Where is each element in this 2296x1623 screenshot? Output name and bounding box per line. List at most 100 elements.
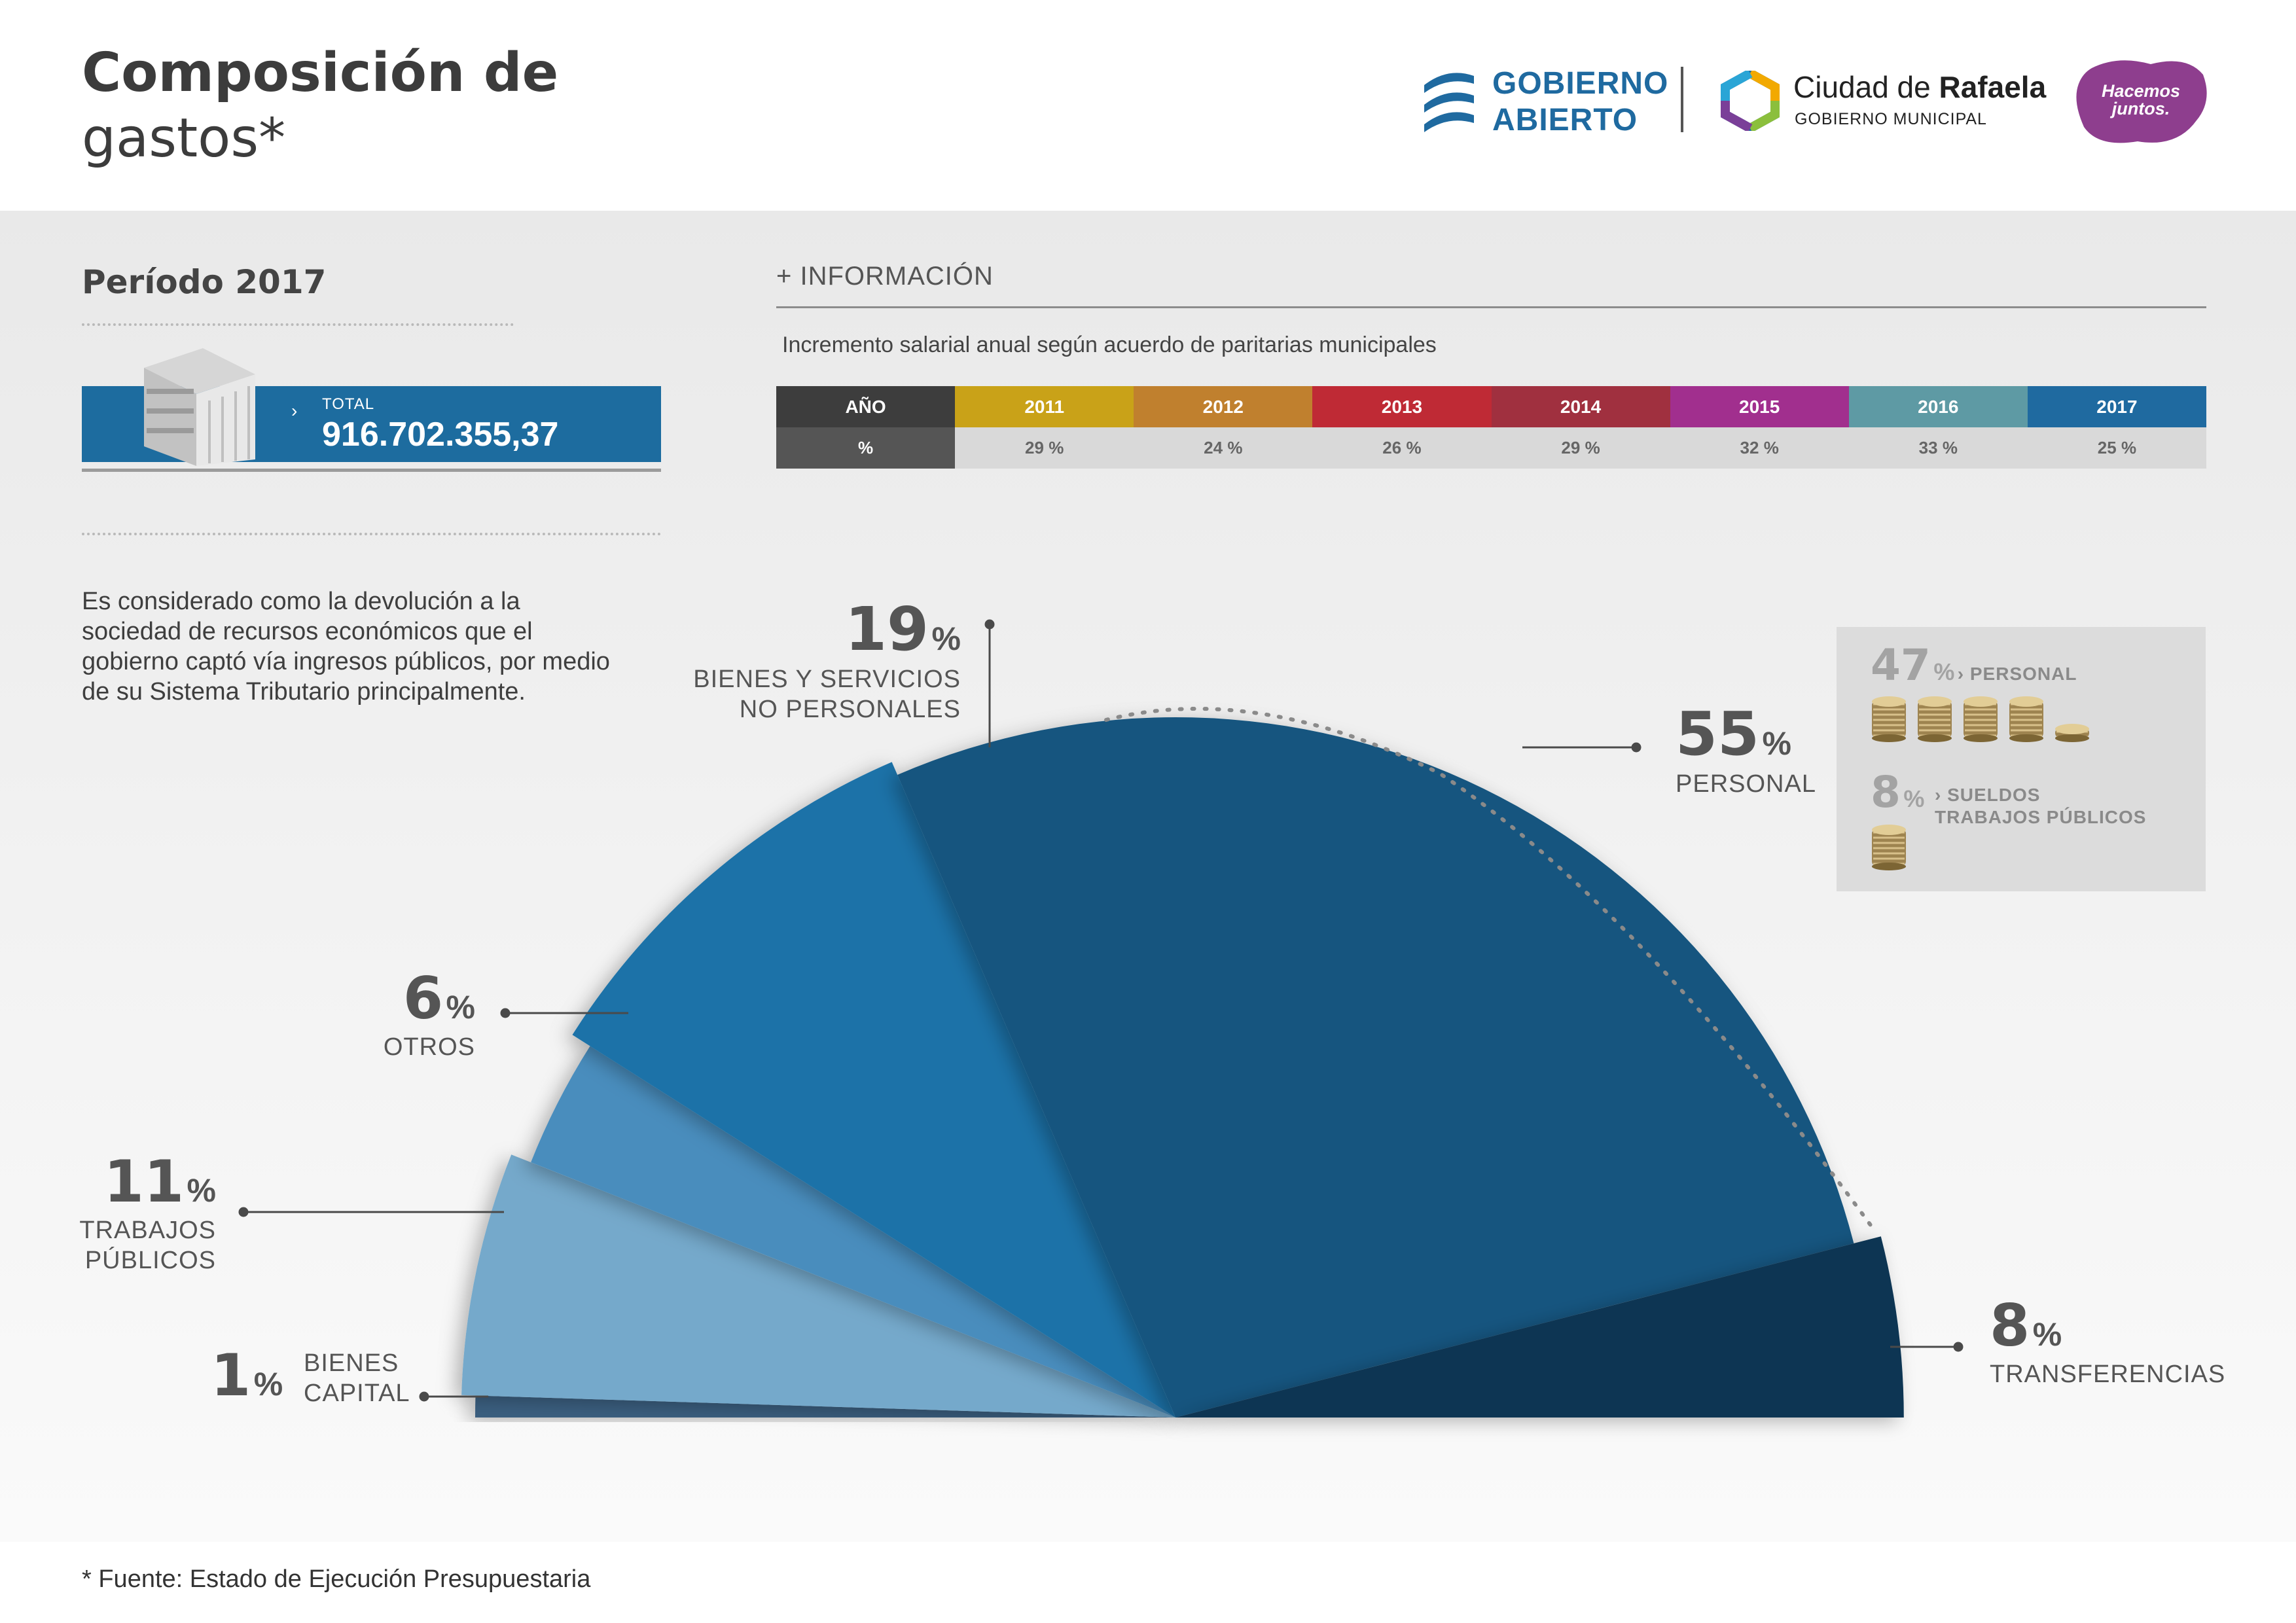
coin-stack-icon [2054, 722, 2090, 745]
pct-cell: 32 % [1670, 427, 1849, 469]
info-title: + INFORMACIÓN [776, 262, 994, 291]
label-bienes-capital-text: BIENES CAPITAL [304, 1348, 410, 1408]
total-value: 916.702.355,37 [322, 416, 559, 454]
breakdown-personal-sym: % [1933, 658, 1955, 685]
year-cell: 2017 [2027, 386, 2206, 427]
gobierno-abierto-text-1: GOBIERNO [1492, 66, 1669, 101]
year-cell: 2015 [1670, 386, 1849, 427]
building-icon [144, 348, 255, 466]
coin-stack-icon [1871, 695, 1907, 745]
breakdown-sueldos: 8 % [1871, 767, 1924, 817]
page-title: Composición de gastos* [82, 41, 558, 171]
leader-dot [1631, 742, 1641, 753]
label-bienes-servicios: 19 % BIENES Y SERVICIOS NO PERSONALES [655, 594, 961, 724]
period-label: Período 2017 [82, 263, 327, 301]
label-bienes-servicios-sym: % [931, 620, 961, 657]
label-personal: 55 % PERSONAL [1676, 699, 1816, 799]
total-underline [82, 469, 661, 472]
label-bienes-capital-line1: BIENES [304, 1349, 399, 1377]
gobierno-abierto-icon [1424, 73, 1474, 132]
label-bienes-servicios-line2: NO PERSONALES [739, 696, 961, 723]
gobierno-abierto-logo: GOBIERNO ABIERTO [1422, 63, 1668, 137]
pct-cell: 25 % [2027, 427, 2206, 469]
dotted-divider [82, 323, 514, 326]
label-bienes-servicios-num: 19 [845, 594, 929, 664]
info-rule [776, 306, 2206, 308]
title-line-1: Composición de [82, 42, 559, 104]
slice-bienes-capital [475, 1395, 1176, 1418]
label-trabajos-line2: PÚBLICOS [84, 1247, 216, 1274]
coin-stack-icon [2008, 695, 2045, 745]
leader-dot [1953, 1342, 1964, 1352]
rafaela-name: Ciudad de Rafaela [1793, 69, 2046, 105]
label-otros-sym: % [446, 989, 475, 1026]
slice-otros [531, 1046, 1175, 1418]
leader-dot [500, 1008, 511, 1018]
label-transferencias: 8 % TRANSFERENCIAS [1990, 1292, 2225, 1389]
label-trabajos-sym: % [187, 1172, 216, 1209]
pct-cell: 24 % [1134, 427, 1313, 469]
hacemos-line-2: juntos. [2111, 99, 2170, 118]
breakdown-personal-num: 47 [1871, 640, 1931, 690]
label-otros-num: 6 [403, 965, 444, 1032]
slice-trabajos-publicos [461, 1154, 1175, 1418]
label-bienes-capital-sym: % [253, 1366, 283, 1402]
pct-cell: 29 % [1491, 427, 1670, 469]
leader-dot [984, 619, 995, 630]
label-bienes-capital-num: 1 [211, 1342, 251, 1409]
coin-stack-icon [1916, 695, 1953, 745]
table-row-years: AÑO 2011 2012 2013 2014 2015 2016 2017 [776, 386, 2206, 427]
gobierno-abierto-text-2: ABIERTO [1492, 103, 1638, 137]
breakdown-sueldos-sym: % [1903, 785, 1925, 812]
label-otros-line1: OTROS [383, 1033, 475, 1061]
year-cell: 2016 [1848, 386, 2028, 427]
title-line-2: gastos* [82, 107, 286, 169]
total-label: TOTAL [322, 395, 375, 413]
header: Composición de gastos* GOBIERNO ABIERTO … [0, 0, 2296, 211]
logo-divider [1681, 67, 1683, 132]
coins-row-personal [1871, 695, 2132, 747]
label-transferencias-sym: % [2032, 1316, 2062, 1353]
coin-stack-icon [1871, 823, 1907, 874]
slice-transferencias [1175, 1236, 1904, 1418]
rafaela-prefix: Ciudad de [1793, 70, 1939, 104]
paritarias-table: AÑO 2011 2012 2013 2014 2015 2016 2017 %… [776, 386, 2206, 469]
pct-cell: 26 % [1312, 427, 1492, 469]
hacemos-line-1: Hacemos [2101, 81, 2181, 101]
hacemos-juntos-logo: Hacemos juntos. [2072, 55, 2210, 148]
hacemos-text: Hacemos juntos. [2092, 82, 2190, 118]
rafaela-sub: GOBIERNO MUNICIPAL [1795, 110, 1987, 128]
year-cell: 2011 [955, 386, 1134, 427]
hacemos-blob-icon [2076, 60, 2207, 143]
leader-dot [238, 1207, 249, 1217]
label-bienes-capital-line2: CAPITAL [304, 1380, 410, 1407]
leader-dot [419, 1391, 429, 1402]
breakdown-sueldos-num: 8 [1871, 767, 1901, 817]
year-cell: 2012 [1134, 386, 1313, 427]
label-personal-num: 55 [1676, 699, 1760, 769]
pct-cell: 33 % [1848, 427, 2028, 469]
breakdown-personal-label: › PERSONAL [1957, 664, 2077, 684]
expense-half-pie-chart [238, 619, 1964, 1418]
total-arrow: › [291, 401, 298, 421]
hexagon-logo-icon [1721, 71, 1780, 131]
label-trabajos: 11 % TRABAJOS PÚBLICOS [65, 1148, 216, 1275]
slice-personal [897, 717, 1854, 1418]
info-subtitle: Incremento salarial anual según acuerdo … [782, 332, 1437, 357]
source-note: * Fuente: Estado de Ejecución Presupuest… [82, 1565, 591, 1593]
slice-bienes-servicios [572, 762, 1175, 1418]
table-head-year: AÑO [776, 386, 956, 427]
label-bienes-capital-pct: 1 % [211, 1342, 283, 1409]
breakdown-sueldos-line2: TRABAJOS PÚBLICOS [1935, 807, 2147, 827]
label-bienes-servicios-line1: BIENES Y SERVICIOS [693, 666, 961, 693]
label-trabajos-num: 11 [103, 1148, 185, 1215]
rafaela-bold: Rafaela [1939, 70, 2047, 104]
label-personal-sym: % [1762, 725, 1791, 762]
description: Es considerado como la devolución a la s… [82, 588, 610, 705]
pct-cell: 29 % [955, 427, 1134, 469]
label-transferencias-num: 8 [1990, 1292, 2030, 1359]
dotted-divider-2 [82, 533, 661, 535]
label-transferencias-line1: TRANSFERENCIAS [1990, 1361, 2226, 1388]
coins-row-sueldos [1871, 823, 2132, 878]
label-trabajos-line1: TRABAJOS [79, 1217, 216, 1244]
